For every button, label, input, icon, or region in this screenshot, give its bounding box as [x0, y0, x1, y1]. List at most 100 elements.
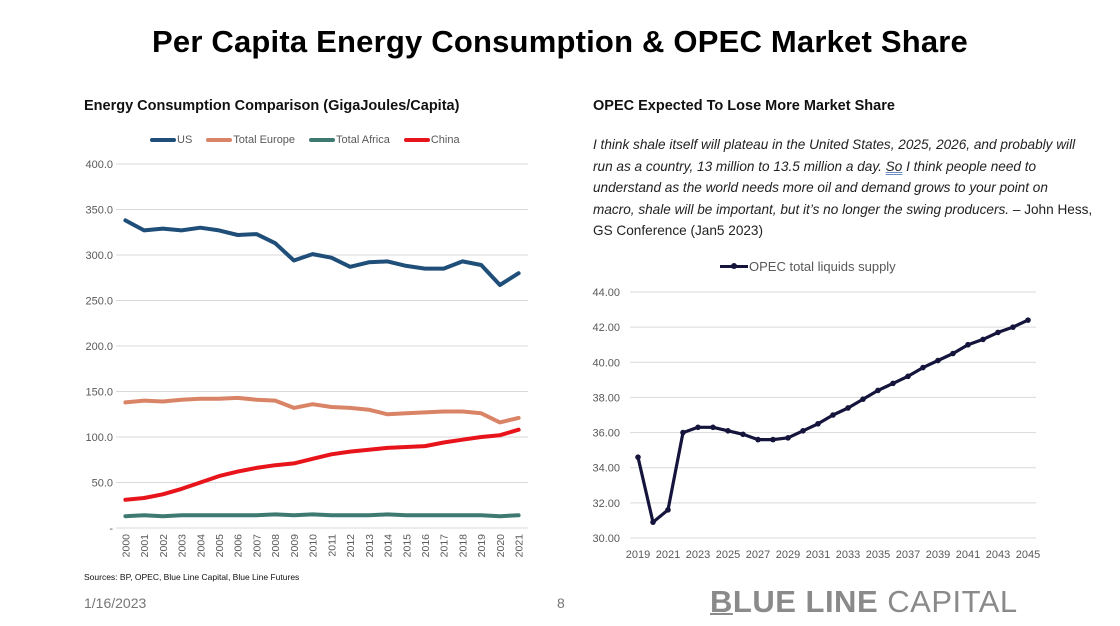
- data-point-marker: [980, 336, 986, 343]
- y-tick-label: 42.00: [592, 322, 620, 334]
- x-tick-label: 2000: [120, 534, 132, 558]
- x-tick-label: 2019: [476, 534, 488, 558]
- y-tick-label: 150.0: [85, 387, 113, 399]
- data-point-marker: [785, 435, 791, 441]
- x-tick-label: 2043: [986, 549, 1010, 561]
- data-point-marker: [860, 396, 866, 402]
- legend-label-europe: Total Europe: [233, 134, 296, 146]
- brand-logo: BLUE LINE CAPITAL: [710, 584, 1018, 620]
- right-chart-legend: OPEC total liquids supply: [720, 259, 910, 274]
- data-point-marker: [935, 357, 941, 364]
- data-point-marker: [770, 436, 776, 443]
- legend-item-opec: OPEC total liquids supply: [720, 259, 896, 274]
- x-tick-label: 2003: [177, 534, 189, 558]
- y-tick-label: 36.00: [592, 428, 620, 440]
- legend-swatch-china: [403, 138, 430, 142]
- legend-label-africa: Total Africa: [336, 134, 390, 146]
- data-point-marker: [635, 454, 641, 460]
- series-line-china: [123, 427, 521, 502]
- legend-label-opec: OPEC total liquids supply: [749, 259, 896, 274]
- data-point-marker: [1025, 317, 1031, 323]
- quote-part-1: I think shale itself will plateau in the…: [593, 137, 1076, 174]
- legend-swatch-africa: [309, 138, 336, 142]
- quote-text: I think shale itself will plateau in the…: [593, 134, 1093, 242]
- x-tick-label: 2017: [439, 534, 451, 558]
- legend-item-us: US: [150, 134, 192, 146]
- data-point-marker: [845, 405, 851, 411]
- x-tick-label: 2018: [457, 534, 469, 558]
- data-point-marker: [1010, 324, 1016, 330]
- data-point-marker: [830, 412, 836, 418]
- data-point-marker: [920, 364, 926, 371]
- legend-swatch-europe: [206, 138, 233, 142]
- legend-label-us: US: [177, 134, 193, 146]
- brand-light: CAPITAL: [887, 584, 1018, 619]
- x-tick-label: 2041: [956, 549, 980, 561]
- x-tick-label: 2039: [926, 549, 950, 561]
- x-tick-label: 2027: [746, 549, 770, 561]
- y-tick-label: 44.00: [592, 287, 620, 299]
- data-point-marker: [995, 329, 1001, 336]
- x-tick-label: 2019: [626, 549, 650, 561]
- y-tick-label: 40.00: [592, 357, 620, 369]
- x-tick-label: 2010: [308, 534, 320, 558]
- x-tick-label: 2002: [158, 534, 170, 558]
- legend-label-china: China: [430, 134, 460, 146]
- legend-item-europe: Total Europe: [206, 134, 295, 146]
- data-point-marker: [680, 429, 686, 436]
- slide-date: 1/16/2023: [84, 595, 147, 611]
- x-tick-label: 2021: [514, 534, 526, 558]
- data-point-marker: [800, 428, 806, 434]
- x-tick-label: 2025: [716, 549, 740, 561]
- data-point-marker: [875, 387, 881, 394]
- quote-so: So: [885, 158, 903, 174]
- page-number: 8: [557, 595, 565, 611]
- data-point-marker: [740, 431, 746, 438]
- data-point-marker: [755, 436, 761, 443]
- data-point-marker: [665, 507, 671, 513]
- right-chart-title: OPEC Expected To Lose More Market Share: [593, 98, 895, 114]
- x-tick-label: 2029: [776, 549, 800, 561]
- legend-swatch-opec: [720, 263, 748, 269]
- left-chart-title: Energy Consumption Comparison (GigaJoule…: [84, 98, 460, 114]
- y-tick-label: 350.0: [85, 205, 113, 217]
- x-tick-label: 2035: [866, 549, 890, 561]
- data-point-marker: [965, 341, 971, 348]
- brand-bold: BLUE LINE: [710, 584, 879, 619]
- x-tick-label: 2011: [326, 534, 338, 557]
- left-chart-legend: US Total Europe Total Africa China: [150, 134, 474, 146]
- y-tick-label: 34.00: [592, 463, 620, 475]
- x-tick-label: 2006: [233, 534, 245, 558]
- x-tick-label: 2023: [686, 549, 710, 561]
- data-point-marker: [890, 380, 896, 387]
- x-tick-label: 2004: [195, 534, 207, 558]
- x-tick-label: 2021: [656, 549, 680, 561]
- y-tick-label: 250.0: [85, 296, 113, 308]
- data-point-marker: [650, 519, 656, 525]
- data-point-marker: [905, 373, 911, 380]
- y-tick-label: 400.0: [85, 159, 113, 171]
- data-point-marker: [815, 420, 821, 427]
- x-tick-label: 2037: [896, 549, 920, 561]
- x-tick-label: 2031: [806, 549, 830, 561]
- y-tick-label: -: [109, 523, 113, 535]
- x-tick-label: 2012: [345, 534, 357, 558]
- page-title: Per Capita Energy Consumption & OPEC Mar…: [152, 24, 968, 59]
- sources-note: Sources: BP, OPEC, Blue Line Capital, Bl…: [84, 572, 300, 582]
- quote-attribution: – John Hess, GS Conference (Jan5 2023): [593, 201, 1093, 239]
- x-tick-label: 2015: [401, 534, 413, 558]
- x-tick-label: 2007: [251, 534, 263, 558]
- data-point-marker: [950, 350, 956, 357]
- y-tick-label: 100.0: [85, 432, 113, 444]
- legend-item-china: China: [403, 134, 460, 146]
- series-line-us: [123, 218, 521, 287]
- x-tick-label: 2045: [1016, 549, 1040, 561]
- y-tick-label: 38.00: [592, 392, 620, 404]
- data-point-marker: [710, 424, 716, 431]
- legend-item-africa: Total Africa: [309, 134, 390, 146]
- x-tick-label: 2016: [420, 534, 432, 558]
- series-line-total-africa: [123, 512, 521, 519]
- series-line-opec-total-liquids-supply: [636, 318, 1030, 524]
- x-tick-label: 2001: [139, 534, 151, 558]
